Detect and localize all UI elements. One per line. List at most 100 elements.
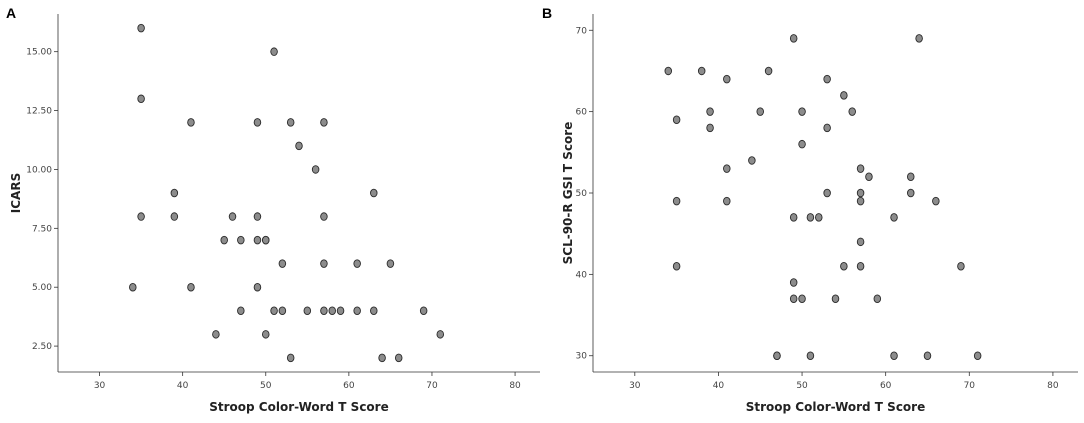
data-point bbox=[394, 353, 403, 363]
data-point bbox=[957, 261, 965, 271]
data-point bbox=[697, 66, 706, 76]
panel-b-letter: B bbox=[542, 5, 552, 21]
x-tick-label: 40 bbox=[713, 381, 725, 391]
data-point bbox=[370, 306, 378, 316]
x-tick-label: 60 bbox=[880, 381, 892, 391]
data-point bbox=[212, 330, 220, 339]
y-tick-label: 7.50 bbox=[32, 224, 52, 234]
data-point bbox=[773, 351, 781, 360]
data-point bbox=[823, 123, 831, 133]
data-point bbox=[328, 306, 336, 316]
data-point bbox=[370, 188, 378, 198]
data-point bbox=[856, 196, 865, 206]
data-point bbox=[789, 278, 798, 287]
x-tick-label: 50 bbox=[260, 381, 272, 391]
data-point bbox=[672, 196, 681, 206]
data-point bbox=[262, 330, 270, 339]
panel-a-x-axis-title: Stroop Color-Word T Score bbox=[209, 400, 388, 414]
y-tick-label: 5.00 bbox=[32, 283, 52, 293]
data-point bbox=[798, 139, 806, 149]
data-point bbox=[831, 294, 840, 304]
data-point bbox=[798, 294, 806, 304]
data-point bbox=[890, 213, 898, 222]
data-point bbox=[973, 351, 982, 360]
data-point bbox=[303, 306, 312, 316]
panel-b-x-axis-title: Stroop Color-Word T Score bbox=[746, 400, 925, 414]
data-point bbox=[170, 188, 179, 198]
data-point bbox=[890, 351, 898, 360]
data-point bbox=[915, 34, 923, 43]
data-point bbox=[129, 282, 137, 292]
y-tick-label: 30 bbox=[576, 352, 588, 362]
data-point bbox=[723, 74, 731, 84]
y-tick-label: 15.00 bbox=[26, 48, 52, 58]
x-tick-label: 60 bbox=[343, 381, 355, 391]
data-point bbox=[764, 66, 773, 76]
data-point bbox=[823, 74, 831, 84]
data-point bbox=[723, 196, 731, 206]
panel-a-points bbox=[129, 23, 445, 363]
x-tick-label: 80 bbox=[509, 381, 521, 391]
y-tick-label: 10.00 bbox=[26, 165, 52, 175]
y-tick-label: 50 bbox=[576, 189, 588, 199]
x-tick-label: 70 bbox=[964, 381, 976, 391]
data-point bbox=[789, 294, 798, 304]
panel-a-y-axis-title: ICARS bbox=[9, 173, 23, 213]
x-tick-label: 50 bbox=[796, 381, 808, 391]
x-tick-label: 30 bbox=[94, 381, 106, 391]
data-point bbox=[840, 261, 848, 271]
y-tick-label: 70 bbox=[576, 26, 588, 36]
panel-a-letter: A bbox=[6, 5, 16, 21]
data-point bbox=[320, 212, 328, 221]
data-point bbox=[220, 235, 228, 245]
data-point bbox=[664, 66, 673, 76]
data-point bbox=[756, 107, 764, 116]
panel-a-axes bbox=[57, 14, 540, 373]
data-point bbox=[286, 118, 295, 127]
data-point bbox=[353, 306, 361, 316]
data-point bbox=[706, 107, 714, 116]
data-point bbox=[856, 261, 865, 271]
data-point bbox=[706, 123, 714, 133]
data-point bbox=[270, 306, 278, 316]
data-point bbox=[932, 196, 940, 206]
data-point bbox=[672, 261, 681, 271]
data-point bbox=[923, 351, 932, 360]
y-tick-label: 12.50 bbox=[26, 107, 52, 117]
data-point bbox=[311, 165, 320, 174]
data-point bbox=[823, 188, 831, 198]
data-point bbox=[806, 351, 815, 360]
data-point bbox=[856, 237, 865, 247]
data-point bbox=[320, 259, 328, 268]
data-point bbox=[353, 259, 361, 268]
data-point bbox=[137, 212, 145, 221]
data-point bbox=[806, 213, 815, 222]
panel-b-points bbox=[664, 34, 982, 360]
x-tick-label: 40 bbox=[177, 381, 189, 391]
data-point bbox=[436, 330, 445, 339]
data-point bbox=[320, 306, 328, 316]
data-point bbox=[672, 115, 681, 125]
data-point bbox=[723, 164, 731, 173]
data-point bbox=[336, 306, 345, 316]
x-tick-label: 30 bbox=[629, 381, 641, 391]
data-point bbox=[748, 156, 756, 165]
data-point bbox=[278, 306, 287, 316]
data-point bbox=[295, 141, 303, 151]
data-point bbox=[228, 212, 237, 221]
data-point bbox=[856, 164, 865, 173]
data-point bbox=[187, 282, 195, 292]
data-point bbox=[237, 306, 245, 316]
x-tick-label: 70 bbox=[426, 381, 438, 391]
data-point bbox=[137, 94, 145, 104]
data-point bbox=[907, 172, 915, 181]
panel-b-scatter: B 30 40 50 60 70 80 30 40 50 60 70 Stroop Color-Wo… bbox=[542, 5, 1078, 414]
data-point bbox=[873, 294, 882, 304]
data-point bbox=[253, 282, 262, 292]
data-point bbox=[848, 107, 856, 116]
data-point bbox=[286, 353, 295, 363]
data-point bbox=[237, 235, 245, 245]
data-point bbox=[187, 118, 195, 127]
data-point bbox=[278, 259, 287, 268]
